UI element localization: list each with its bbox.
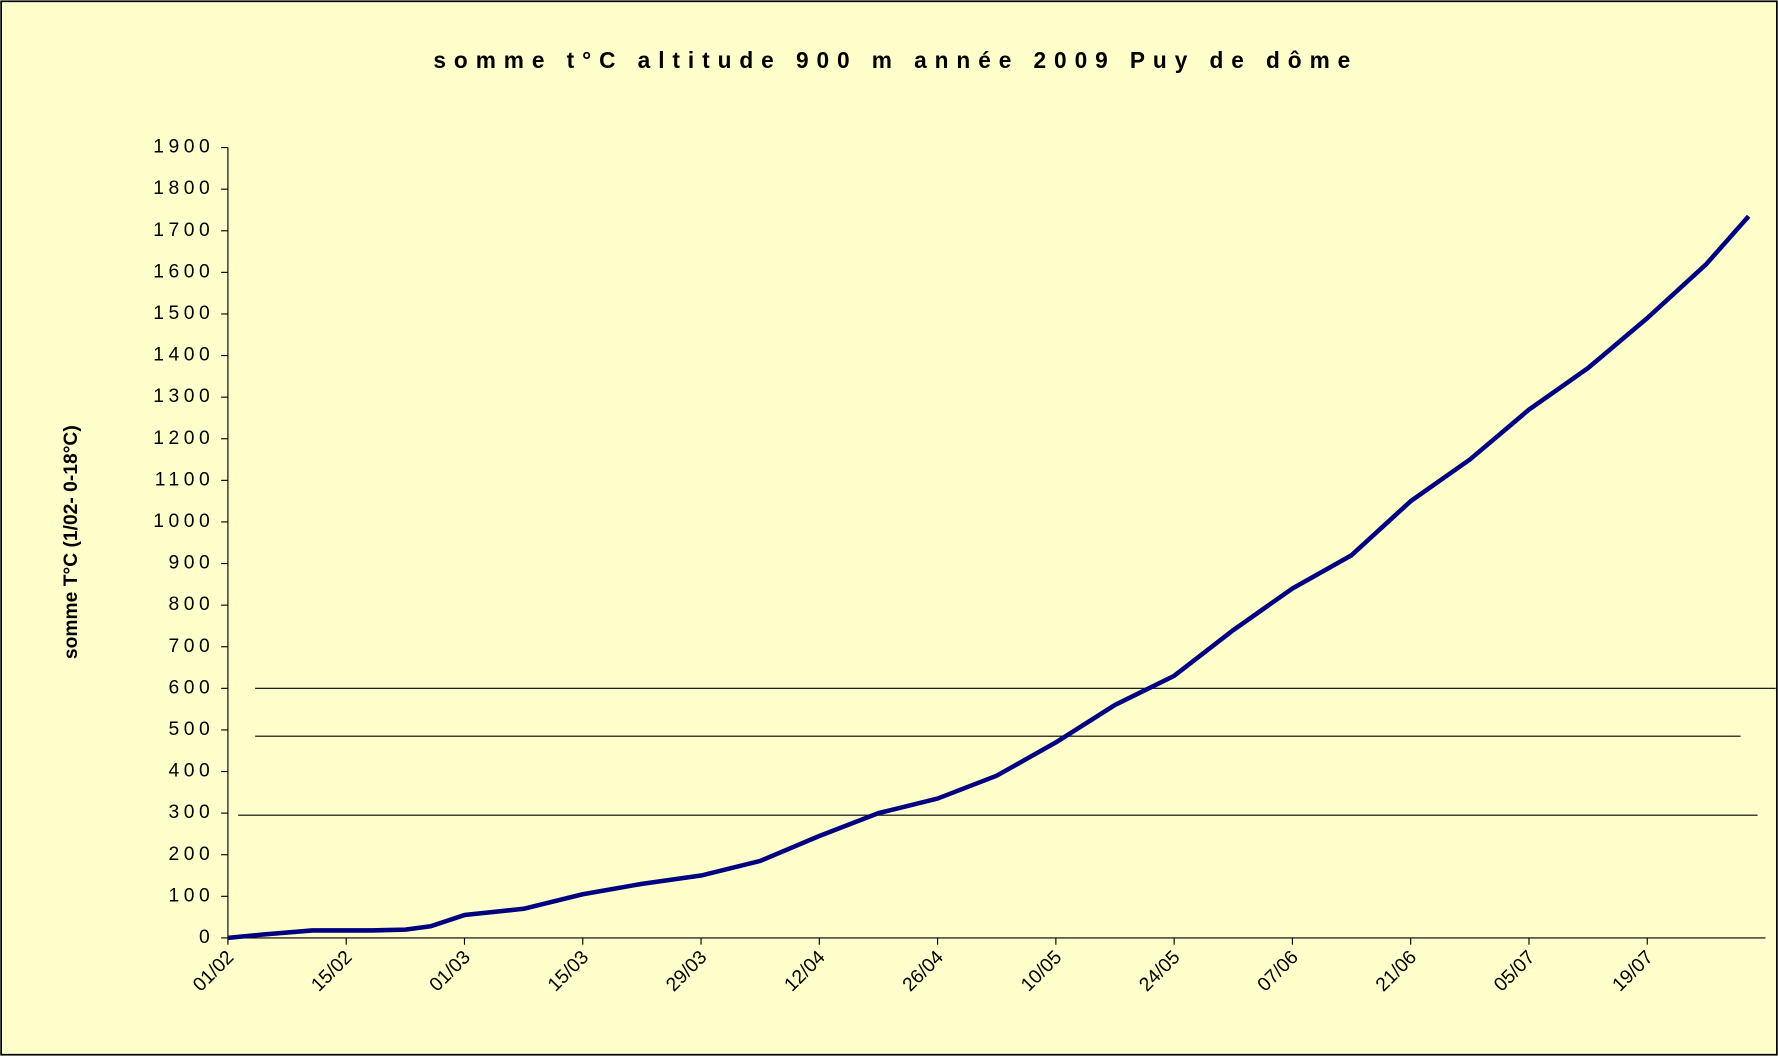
y-tick-label: 400 [169,761,215,782]
y-tick-label: 500 [169,719,215,740]
y-tick-label: 1200 [153,428,214,449]
y-tick-label: 1700 [153,220,214,241]
y-tick-label: 600 [169,677,215,698]
y-tick-label: 200 [169,844,215,865]
chart-title: somme t°C altitude 900 m année 2009 Puy … [433,47,1358,73]
y-tick-label: 900 [169,553,215,574]
y-tick-label: 1000 [153,511,214,532]
data-line [227,214,1751,941]
y-tick-label: 1600 [153,261,214,282]
y-tick-label: 300 [169,802,215,823]
y-tick-label: 100 [169,885,215,906]
y-tick-label: 1400 [153,345,214,366]
y-tick-label: 1300 [153,386,214,407]
y-tick-label: 700 [169,636,215,657]
y-tick-label: 0 [199,927,214,948]
y-tick-label: 1800 [153,178,214,199]
y-tick-label: 1900 [153,137,214,158]
y-tick-label: 1500 [153,303,214,324]
y-axis-label: somme T°C (1/02- 0-18°C) [61,425,82,659]
y-tick-label: 800 [169,594,215,615]
y-tick-label: 1100 [155,469,215,490]
